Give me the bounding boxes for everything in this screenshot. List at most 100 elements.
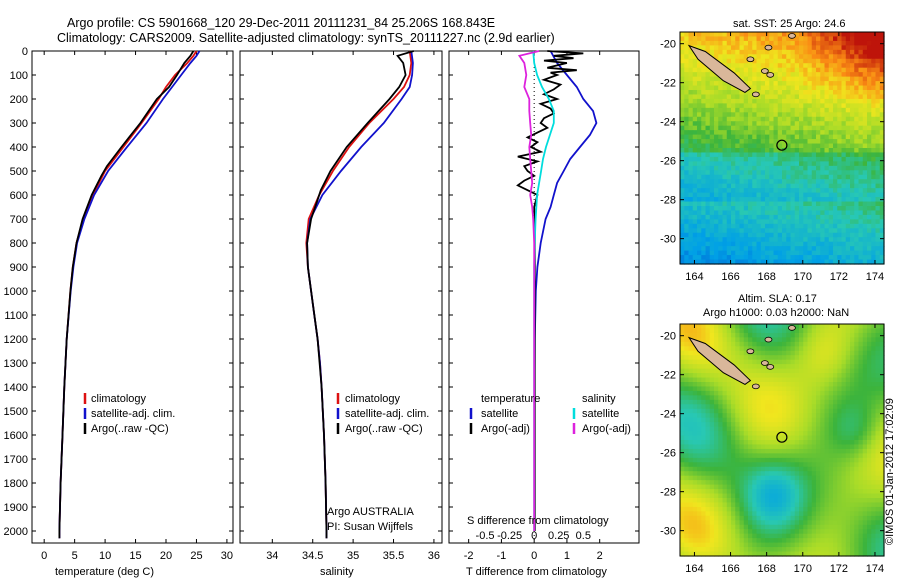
map-cell	[862, 148, 868, 154]
map-cell	[743, 228, 749, 234]
map-cell	[824, 98, 830, 104]
map-cell	[709, 511, 715, 517]
map-cell	[739, 341, 745, 347]
map-cell	[782, 40, 787, 46]
map-cell	[709, 386, 715, 392]
map-cell	[709, 413, 715, 419]
map-cell	[871, 223, 877, 229]
map-cell	[803, 32, 809, 38]
map-cell	[709, 422, 715, 428]
map-cell	[875, 462, 881, 468]
map-cell	[871, 107, 877, 113]
map-cell	[705, 103, 711, 109]
map-cell	[782, 506, 787, 512]
map-cell	[756, 206, 762, 212]
map-cell	[875, 85, 881, 91]
map-cell	[760, 355, 766, 361]
map-cell	[833, 457, 838, 463]
map-cell	[684, 143, 690, 149]
map-cell	[841, 515, 847, 521]
map-cell	[697, 246, 702, 252]
map-cell	[705, 493, 711, 499]
map-cell	[718, 98, 724, 104]
map-cell	[748, 341, 753, 347]
map-cell	[867, 382, 872, 388]
map-cell	[799, 63, 804, 69]
map-cell	[816, 386, 821, 392]
map-cell	[786, 413, 792, 419]
x-tick-label: 36	[428, 550, 440, 562]
map-cell	[879, 382, 885, 388]
map-cell	[777, 444, 783, 450]
map-cell	[879, 426, 885, 432]
map-cell	[811, 201, 817, 207]
map-cell	[841, 134, 847, 140]
map-cell	[714, 386, 719, 392]
map-cell	[684, 241, 690, 247]
s-diff-xlabel: S difference from climatology	[467, 515, 609, 527]
map-cell	[820, 232, 826, 238]
map-cell	[739, 359, 745, 365]
map-cell	[837, 174, 843, 180]
map-cell	[748, 152, 753, 158]
map-cell	[790, 232, 796, 238]
map-cell	[777, 462, 783, 468]
map-cell	[777, 453, 783, 459]
map-cell	[765, 466, 770, 472]
map-cell	[790, 228, 796, 234]
map-cell	[782, 341, 787, 347]
map-cell	[867, 250, 872, 256]
legend-label: Argo(..raw -QC)	[345, 423, 423, 435]
map-cell	[824, 395, 830, 401]
map-cell	[879, 408, 885, 414]
map-cell	[692, 223, 698, 229]
map-cell	[705, 192, 711, 198]
map-cell	[743, 98, 749, 104]
map-cell	[735, 250, 741, 256]
map-cell	[739, 197, 745, 203]
map-cell	[752, 453, 758, 459]
map-cell	[756, 103, 762, 109]
map-cell	[735, 355, 741, 361]
map-cell	[794, 382, 800, 388]
map-cell	[709, 390, 715, 396]
map-cell	[756, 49, 762, 55]
map-cell	[722, 223, 728, 229]
map-cell	[709, 332, 715, 338]
map-cell	[714, 448, 719, 454]
map-cell	[688, 493, 694, 499]
map-cell	[773, 328, 779, 334]
map-cell	[794, 81, 800, 87]
map-cell	[854, 237, 860, 243]
map-cell	[799, 134, 804, 140]
map-cell	[850, 350, 855, 356]
map-cell	[850, 237, 855, 243]
map-cell	[854, 103, 860, 109]
island	[751, 91, 760, 98]
map-cell	[748, 179, 753, 185]
map-cell	[879, 399, 885, 405]
map-cell	[807, 188, 813, 194]
map-cell	[875, 152, 881, 158]
map-cell	[816, 346, 821, 352]
map-cell	[837, 350, 843, 356]
map-cell	[782, 386, 787, 392]
map-cell	[688, 399, 694, 405]
map-cell	[858, 206, 864, 212]
map-cell	[756, 355, 762, 361]
map-cell	[871, 116, 877, 122]
map-cell	[845, 121, 851, 127]
map-cell	[816, 364, 821, 370]
map-cell	[714, 255, 719, 261]
map-cell	[811, 444, 817, 450]
map-cell	[748, 32, 753, 38]
map-cell	[850, 426, 855, 432]
map-cell	[841, 373, 847, 379]
map-cell	[684, 130, 690, 136]
map-cell	[879, 76, 885, 82]
map-cell	[790, 156, 796, 162]
map-cell	[731, 422, 736, 428]
map-cell	[714, 49, 719, 55]
map-cell	[871, 324, 877, 330]
map-cell	[735, 350, 741, 356]
